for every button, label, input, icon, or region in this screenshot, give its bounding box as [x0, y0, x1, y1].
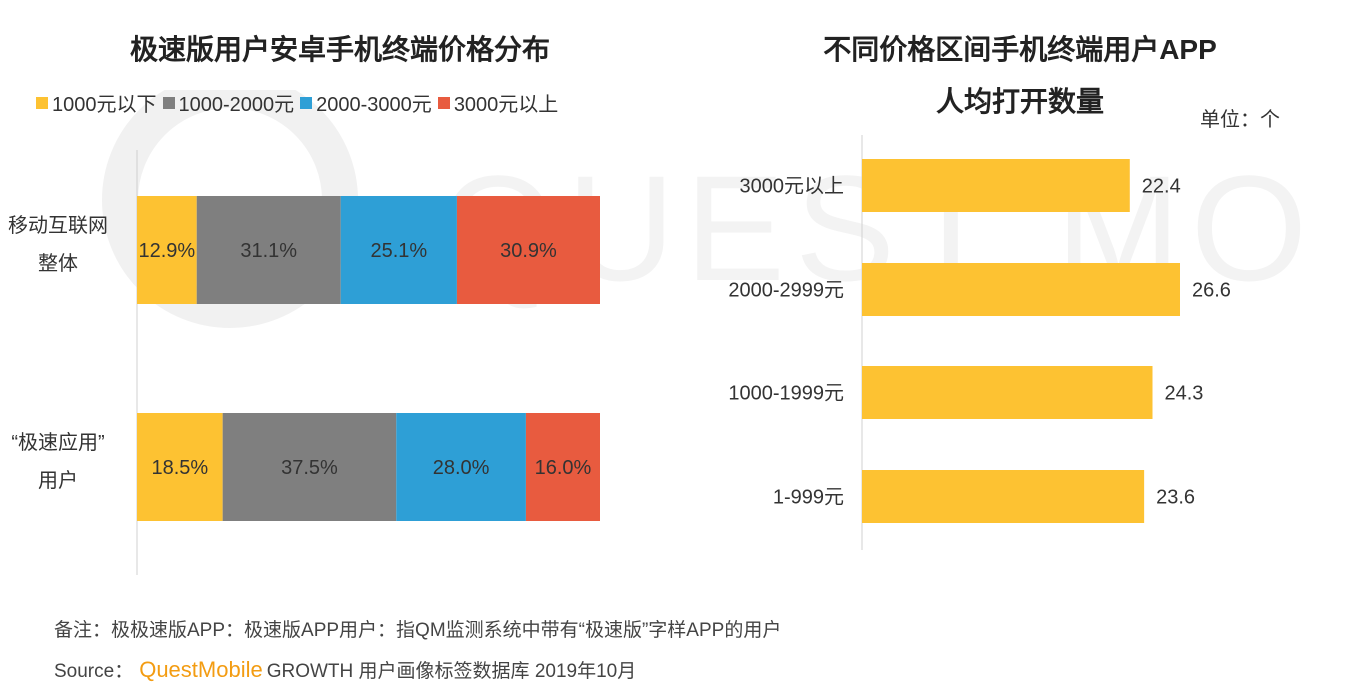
stacked-bar-segment — [196, 196, 341, 304]
stacked-bar-segment — [137, 196, 197, 304]
left-chart-title: 极速版用户安卓手机终端价格分布 — [129, 34, 550, 65]
segment-value-label: 37.5% — [281, 457, 338, 479]
bar-value-label: 26.6 — [1192, 280, 1231, 302]
legend-item-above-3000: 3000元以上 — [437, 88, 559, 117]
category-label: “极速应用” — [11, 431, 104, 454]
legend-label: 1000-2000元 — [178, 94, 295, 116]
category-label: 1-999元 — [773, 487, 844, 509]
category-label: 3000元以上 — [740, 175, 845, 198]
stacked-bar-segment — [525, 413, 600, 521]
bar-value-label: 24.3 — [1165, 383, 1204, 405]
segment-value-label: 25.1% — [370, 240, 427, 262]
legend-swatch-yellow — [36, 96, 48, 109]
segment-value-label: 16.0% — [535, 457, 592, 479]
legend-swatch-blue — [300, 96, 313, 109]
bar — [862, 470, 1145, 523]
stacked-bar-segment — [222, 413, 397, 521]
stacked-bar-segment — [340, 196, 457, 304]
category-label: 1000-1999元 — [728, 383, 844, 405]
segment-value-label: 28.0% — [433, 457, 490, 479]
bar-value-label: 22.4 — [1142, 176, 1181, 198]
stacked-bar-segment — [137, 413, 223, 521]
right-chart-title-line1: 不同价格区间手机终端用户APP — [823, 34, 1217, 65]
legend-item-2000-3000: 2000-3000元 — [300, 88, 432, 117]
segment-value-label: 18.5% — [151, 457, 208, 479]
segment-value-label: 31.1% — [240, 240, 297, 262]
legend-label: 1000元以下 — [52, 94, 157, 116]
brand-name: QuestMobile — [139, 657, 263, 682]
legend-label: 2000-3000元 — [316, 94, 432, 116]
legend-item-below-1000: 1000元以下 — [36, 88, 157, 117]
right-chart-title-line2: 人均打开数量 — [935, 86, 1104, 117]
segment-value-label: 30.9% — [500, 240, 557, 262]
source-suffix: GROWTH 用户画像标签数据库 2019年10月 — [266, 661, 637, 682]
legend-item-1000-2000: 1000-2000元 — [162, 88, 295, 117]
stacked-bar-segment — [396, 413, 526, 521]
bar — [862, 159, 1130, 212]
category-label: 2000-2999元 — [728, 280, 844, 302]
source-line: Source： QuestMobile GROWTH 用户画像标签数据库 2019年… — [54, 656, 636, 683]
bar — [862, 263, 1180, 316]
unit-label: 单位：个 — [1200, 109, 1280, 131]
stacked-bar-segment — [456, 196, 600, 304]
legend: 1000元以下 1000-2000元 2000-3000元 3000元以上 — [36, 88, 564, 117]
footnote: 备注：极极速版APP：极速版APP用户：指QM监测系统中带有“极速版”字样APP… — [54, 620, 782, 641]
category-label: 移动互联网 — [8, 214, 108, 237]
legend-swatch-red — [437, 96, 450, 109]
bar — [862, 366, 1153, 419]
bar-value-label: 23.6 — [1156, 487, 1195, 509]
source-prefix: Source： — [54, 661, 134, 682]
segment-value-label: 12.9% — [139, 240, 196, 262]
category-label: 用户 — [38, 469, 78, 492]
category-label: 整体 — [38, 252, 78, 275]
legend-swatch-gray — [162, 96, 175, 109]
legend-label: 3000元以上 — [453, 94, 559, 116]
